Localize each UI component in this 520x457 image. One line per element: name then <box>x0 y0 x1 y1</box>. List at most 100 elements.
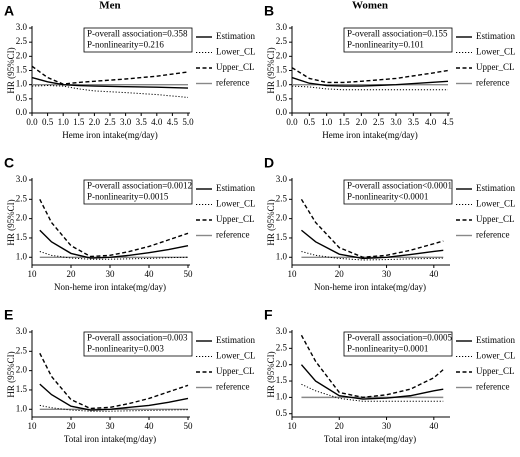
x-tick-label: 3.0 <box>120 117 132 127</box>
y-tick-label: 1.5 <box>276 65 288 75</box>
y-tick-label: 2.0 <box>276 359 288 369</box>
x-tick-label: 0.0 <box>286 117 298 127</box>
y-tick-label: 2.0 <box>16 365 28 375</box>
annotation-box <box>83 27 193 53</box>
x-tick-label: 40 <box>145 269 155 279</box>
panel: B Women 0.0 0.5 1.0 1.5 2.0 2.5 3.0 0.0 0.5 1.0 1.5 2… <box>264 0 516 140</box>
y-tick-label: 0.5 <box>16 93 28 103</box>
x-tick-label: 10 <box>288 421 298 431</box>
y-tick-label: 0.0 <box>16 107 28 117</box>
y-axis-label: HR (95%CI) <box>6 199 16 245</box>
x-tick-label: 2.0 <box>356 117 368 127</box>
x-tick-label: 4.0 <box>151 117 163 127</box>
x-axis-label: Total iron intake(mg/day) <box>64 434 156 444</box>
legend-label: reference <box>476 78 509 88</box>
series-line <box>39 352 189 410</box>
x-tick-label: 20 <box>335 269 345 279</box>
y-tick-label: 2.5 <box>16 36 28 46</box>
panel-title: Men <box>99 0 120 12</box>
panel-letter: C <box>4 155 14 171</box>
annotation: P-nonlinearity<0.0001 <box>347 192 428 202</box>
y-tick-label: 2.5 <box>276 342 288 352</box>
series-line <box>31 65 189 85</box>
annotation: P-overall association=0.0005 <box>347 333 453 343</box>
y-tick-label: 2.5 <box>276 36 288 46</box>
x-tick-label: 3.5 <box>136 117 148 127</box>
series-line <box>301 250 444 261</box>
x-tick-label: 4.5 <box>167 117 179 127</box>
y-tick-label: 1.5 <box>16 232 28 242</box>
annotation-box <box>343 179 453 205</box>
y-tick-label: 2.5 <box>16 193 28 203</box>
x-tick-label: 1.0 <box>321 117 333 127</box>
legend-label: Lower_CL <box>216 199 256 209</box>
panel-letter: B <box>264 3 274 19</box>
y-tick-label: 2.5 <box>276 193 288 203</box>
x-tick-label: 30 <box>382 421 392 431</box>
series-line <box>39 251 189 260</box>
x-tick-label: 2.0 <box>89 117 101 127</box>
y-axis-label: HR (95%CI) <box>6 47 16 93</box>
legend-label: Estimation <box>216 335 255 345</box>
y-tick-label: 1.0 <box>276 251 288 261</box>
y-axis-label: HR (95%CI) <box>6 351 16 397</box>
x-axis-label: Total iron intake(mg/day) <box>324 434 416 444</box>
y-tick-label: 3.0 <box>276 22 288 32</box>
x-tick-label: 10 <box>28 421 38 431</box>
x-tick-label: 50 <box>184 421 194 431</box>
series-line <box>301 383 444 402</box>
series-line <box>39 383 189 411</box>
x-axis-label: Heme iron intake(mg/day) <box>322 130 417 140</box>
series-line <box>300 198 444 258</box>
y-tick-label: 3.0 <box>276 174 288 184</box>
y-tick-label: 1.5 <box>276 375 288 385</box>
x-axis-label: Non-heme iron intake(mg/day) <box>54 282 166 292</box>
y-axis-label: HR (95%CI) <box>266 351 276 397</box>
panel-letter: A <box>4 3 14 19</box>
legend-label: Upper_CL <box>476 62 515 72</box>
x-tick-label: 3.0 <box>390 117 402 127</box>
panel-title: Women <box>352 0 388 12</box>
legend-label: Lower_CL <box>476 199 516 209</box>
series-line <box>291 76 449 87</box>
y-tick-label: 2.0 <box>276 50 288 60</box>
legend-label: reference <box>216 382 249 392</box>
annotation: P-overall association=0.003 <box>87 333 188 343</box>
annotation-box <box>83 179 193 205</box>
x-tick-label: 10 <box>288 269 298 279</box>
panel-letter: E <box>4 307 13 323</box>
y-tick-label: 1.0 <box>16 403 28 413</box>
x-tick-label: 50 <box>184 269 194 279</box>
y-tick-label: 2.0 <box>276 213 288 223</box>
x-tick-label: 2.5 <box>104 117 116 127</box>
y-tick-label: 2.0 <box>16 50 28 60</box>
x-tick-label: 0.5 <box>42 117 54 127</box>
legend-label: Estimation <box>476 335 515 345</box>
legend-label: Lower_CL <box>476 47 516 57</box>
panel: C 1.0 1.5 2.0 2.5 3.0 10 20 30 40 50 Non-heme iron … <box>4 155 256 292</box>
legend-label: Upper_CL <box>476 214 515 224</box>
series-line <box>300 364 444 400</box>
x-tick-label: 20 <box>67 269 77 279</box>
annotation: P-overall association=0.155 <box>347 29 448 39</box>
x-tick-label: 2.5 <box>373 117 385 127</box>
y-tick-label: 0.0 <box>276 107 288 117</box>
y-tick-label: 3.0 <box>276 326 288 336</box>
y-tick-label: 2.0 <box>16 213 28 223</box>
series-line <box>31 76 189 89</box>
x-tick-label: 40 <box>145 421 155 431</box>
legend-label: Estimation <box>216 183 255 193</box>
series-line <box>31 85 189 98</box>
panel: E 1.0 1.5 2.0 2.5 3.0 10 20 30 40 50 Total iron int… <box>4 307 256 444</box>
x-tick-label: 1.0 <box>58 117 70 127</box>
legend-label: Estimation <box>476 31 515 41</box>
x-tick-label: 4.0 <box>425 117 437 127</box>
annotation: P-nonlinearity=0.0001 <box>347 344 428 354</box>
annotation: P-nonlinearity=0.003 <box>87 344 164 354</box>
annotation-box <box>343 27 453 53</box>
legend-label: Upper_CL <box>216 214 255 224</box>
legend-label: reference <box>216 230 249 240</box>
panel-letter: D <box>264 155 274 171</box>
